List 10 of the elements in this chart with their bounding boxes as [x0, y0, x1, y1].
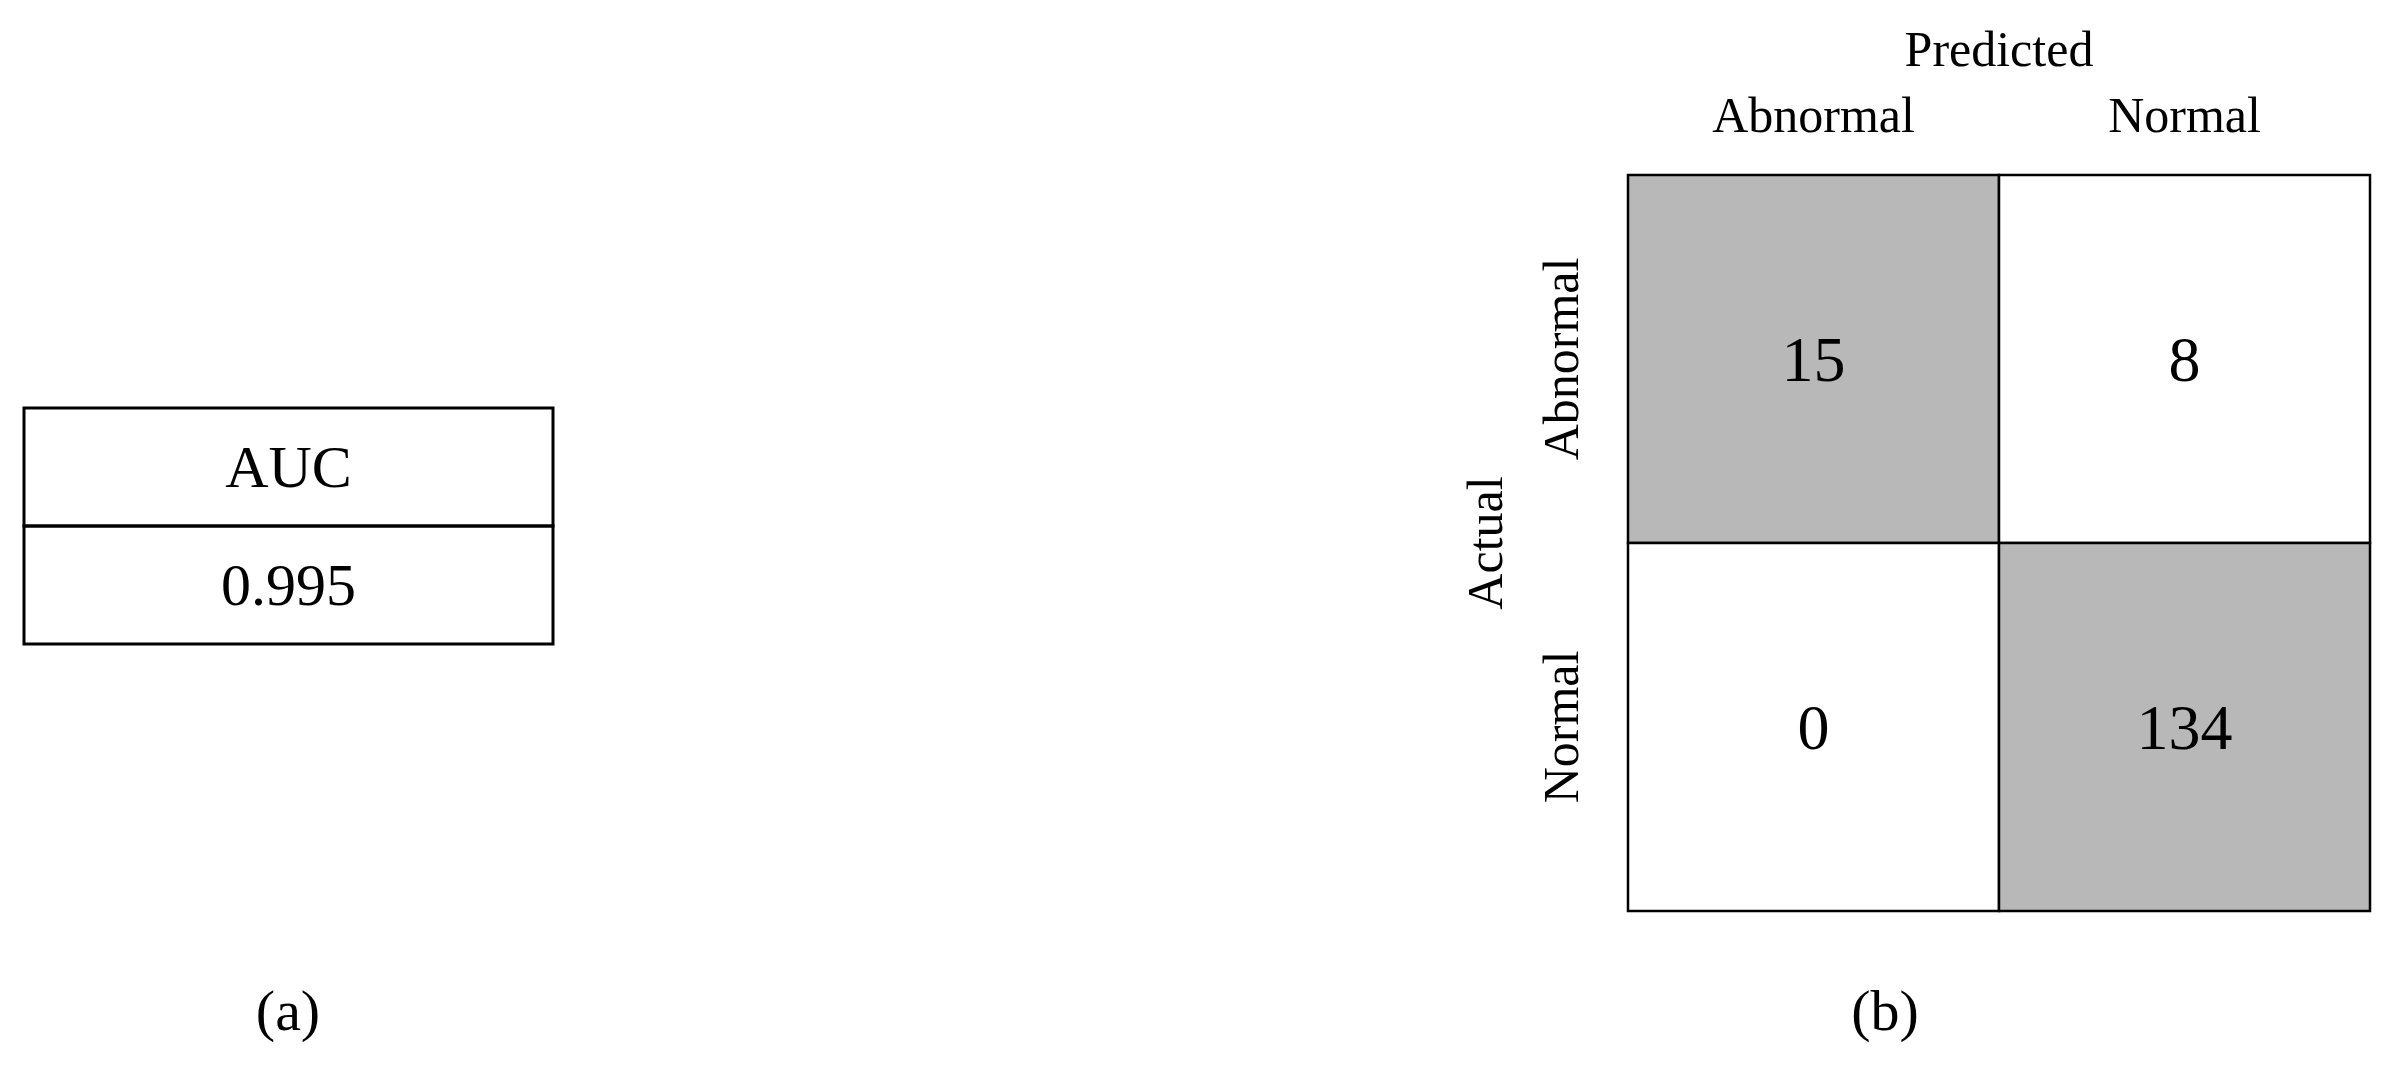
text: (a) — [255, 978, 321, 1043]
data-label: 0.995 — [221, 552, 356, 618]
data-label: 0 — [1797, 692, 1830, 763]
data-label: 15 — [1781, 324, 1846, 395]
data-label: 134 — [2136, 692, 2233, 763]
category-label: AUC — [225, 434, 352, 500]
text: (b) — [1851, 978, 1919, 1043]
y-axis-title: Actual — [1457, 476, 1513, 610]
x-axis-title: Predicted — [1904, 21, 2094, 77]
data-label: 8 — [2168, 324, 2201, 395]
